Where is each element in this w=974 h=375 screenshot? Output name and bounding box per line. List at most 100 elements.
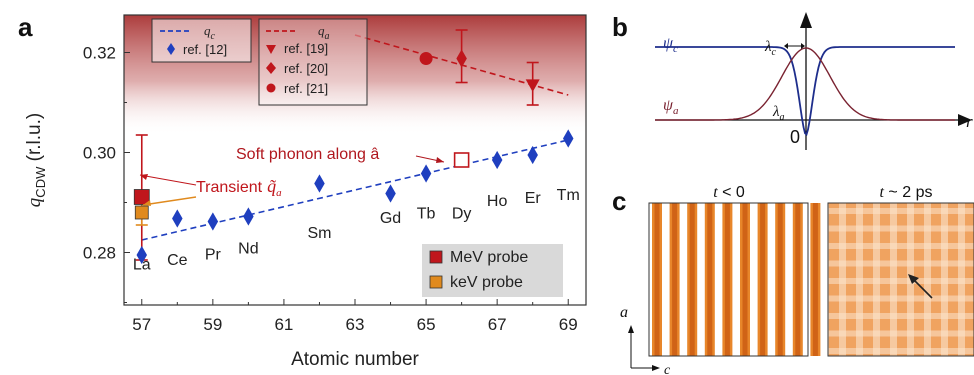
y-axis-label-q: q bbox=[24, 197, 45, 207]
x-tick-label: 63 bbox=[346, 315, 365, 334]
x-tick-label: 57 bbox=[132, 315, 151, 334]
element-label-tm: Tm bbox=[557, 187, 580, 204]
y-ticks: 0.28 0.30 0.32 bbox=[83, 44, 130, 303]
svg-text:qCDW (r.l.u.): qCDW (r.l.u.) bbox=[24, 113, 48, 207]
stripe-core bbox=[742, 203, 748, 356]
marker-ref-12 bbox=[243, 207, 254, 226]
transient-cross-stripe bbox=[828, 278, 974, 284]
transient-arrowhead-red bbox=[140, 174, 148, 180]
transient-cross-stripe bbox=[828, 243, 974, 249]
marker-ref-21 bbox=[419, 52, 433, 65]
marker-ref-12 bbox=[136, 245, 148, 265]
element-label-dy: Dy bbox=[452, 206, 472, 223]
stripe-core bbox=[795, 203, 801, 356]
panel-c-letter: c bbox=[612, 186, 626, 216]
marker-ref-19 bbox=[525, 79, 540, 92]
legend-qc: qc ref. [12] bbox=[151, 18, 252, 63]
legend-qa-triangle bbox=[266, 45, 276, 54]
panel-b-zero: 0 bbox=[790, 127, 800, 147]
panel-b-axis-end: r bbox=[966, 112, 973, 131]
element-label-er: Er bbox=[525, 190, 542, 207]
legend-probe-box bbox=[422, 244, 563, 297]
y-axis-label: qCDW (r.l.u.) bbox=[24, 113, 48, 207]
transient-cross-stripe bbox=[828, 348, 974, 354]
transient-cross-stripe bbox=[828, 330, 974, 337]
compass-a-label: a bbox=[620, 304, 628, 321]
soft-phonon-annotation: Soft phonon along â bbox=[236, 146, 379, 163]
legend-qc-box bbox=[151, 18, 252, 63]
element-label-ho: Ho bbox=[487, 193, 508, 210]
x-tick-label: 59 bbox=[203, 315, 222, 334]
legend-q-symbol: q bbox=[318, 23, 325, 38]
marker-soft-phonon-open-square bbox=[453, 152, 470, 168]
marker-ref-12 bbox=[207, 212, 219, 231]
legend-ref12: ref. [12] bbox=[183, 42, 227, 57]
transient-cross-stripe bbox=[828, 260, 974, 267]
element-label-ce: Ce bbox=[167, 252, 188, 269]
marker-ref-12 bbox=[420, 164, 432, 183]
y-tick-label: 0.32 bbox=[83, 44, 116, 63]
lambda-c-arrow-right bbox=[801, 43, 805, 49]
stripe-core bbox=[724, 203, 730, 356]
marker-ref-12 bbox=[172, 209, 183, 228]
marker-ref-12 bbox=[385, 184, 396, 203]
cdw-pattern-transient-frame bbox=[827, 202, 974, 357]
element-label-pr: Pr bbox=[205, 247, 222, 264]
element-labels: La Ce Pr Nd Sm Gd Tb Dy Ho Er Tm bbox=[133, 187, 580, 274]
legend-qa: qa ref. [19] ref. [20] ref. [21] bbox=[258, 18, 368, 106]
element-label-gd: Gd bbox=[380, 210, 401, 227]
legend-qc-label: qc bbox=[204, 23, 216, 42]
transient-pattern-arrowhead bbox=[908, 274, 919, 284]
psi-a-curve bbox=[655, 47, 955, 121]
marker-ref-12 bbox=[491, 150, 503, 170]
legend-kev-swatch bbox=[429, 275, 443, 289]
stripe-core bbox=[707, 203, 713, 356]
transient-annotation: Transient q̃a bbox=[196, 176, 282, 199]
legend-ref19: ref. [19] bbox=[284, 41, 328, 56]
cdw-pattern-equilibrium bbox=[649, 203, 821, 356]
compass-c-arrowhead bbox=[652, 365, 660, 371]
transient-arrow-red bbox=[139, 174, 197, 186]
panel-a-letter: a bbox=[18, 12, 33, 42]
panel-b-diagram: ψc ψa λc λa 0 r bbox=[655, 12, 973, 150]
lambda-c-arrow-left bbox=[784, 43, 788, 49]
marker-ref-12 bbox=[562, 129, 574, 148]
transient-arrowhead-orange bbox=[143, 200, 151, 206]
legend-probe: MeV probe keV probe bbox=[422, 244, 563, 297]
y-tick-label: 0.30 bbox=[83, 144, 116, 163]
marker-ref-12 bbox=[527, 145, 538, 165]
element-label-la: La bbox=[133, 257, 151, 274]
stripe-core bbox=[760, 203, 766, 356]
legend-mev-label: MeV probe bbox=[450, 249, 528, 266]
legend-q-subscript: a bbox=[325, 31, 330, 42]
legend-qc-marker bbox=[167, 43, 175, 55]
legend-mev-swatch bbox=[429, 250, 443, 264]
panel-c-left-title: t < 0 bbox=[713, 184, 745, 201]
psi-a-label: ψa bbox=[663, 97, 679, 117]
x-tick-label: 61 bbox=[274, 315, 293, 334]
lambda-a-label: λa bbox=[772, 104, 785, 123]
legend-qa-label: qa bbox=[318, 23, 330, 42]
panel-b-r-arrowhead bbox=[958, 114, 972, 126]
element-label-sm: Sm bbox=[307, 225, 331, 242]
data-marks bbox=[133, 29, 574, 265]
transient-cross-stripe bbox=[828, 208, 974, 214]
stripe-core bbox=[654, 203, 660, 356]
panel-c-right-title: t ~ 2 ps bbox=[880, 184, 933, 201]
compass-a-arrowhead bbox=[628, 325, 634, 333]
x-axis-label: Atomic number bbox=[291, 349, 419, 370]
y-axis-label-unit: (r.l.u.) bbox=[24, 113, 45, 167]
stripe-core bbox=[689, 203, 695, 356]
legend-ref21: ref. [21] bbox=[284, 81, 328, 96]
compass-c-label: c bbox=[664, 363, 671, 375]
y-tick-label: 0.28 bbox=[83, 244, 116, 263]
soft-phonon-arrowhead bbox=[436, 157, 444, 163]
x-tick-label: 65 bbox=[417, 315, 436, 334]
legend-qa-box bbox=[258, 18, 368, 106]
legend-qa-diamond bbox=[266, 62, 276, 74]
panel-a-chart: La Ce Pr Nd Sm Gd Tb Dy Ho Er Tm 57 59 61 63 65 67 69 0.… bbox=[24, 14, 587, 370]
legend-q-symbol: q bbox=[204, 23, 211, 38]
panel-b-letter: b bbox=[612, 12, 628, 42]
x-tick-label: 69 bbox=[559, 315, 578, 334]
